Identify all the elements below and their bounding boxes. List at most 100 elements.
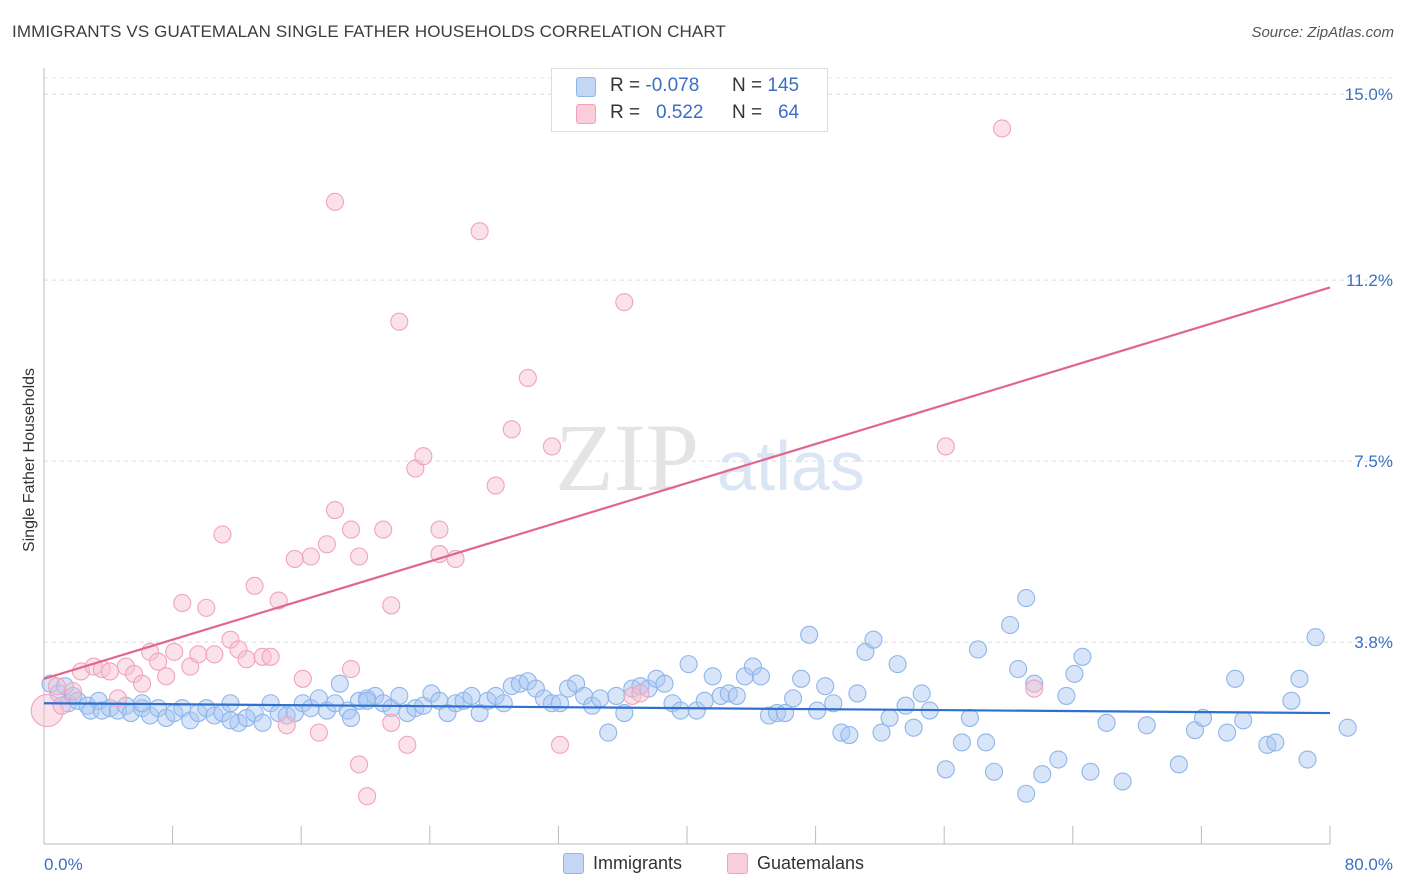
guatemalans-point [350, 755, 369, 774]
legend-n-value: 64 [777, 102, 800, 123]
immigrants-point [462, 686, 481, 705]
immigrants-point [1234, 711, 1253, 730]
chart-title: IMMIGRANTS VS GUATEMALAN SINGLE FATHER H… [12, 22, 726, 41]
legend-r-label: R = [610, 102, 641, 123]
immigrants-point [727, 686, 746, 705]
immigrants-point [671, 701, 690, 720]
legend-r-value: 0.522 [655, 102, 704, 123]
guatemalans-point [261, 647, 280, 666]
immigrants-point [221, 711, 240, 730]
immigrants-point [751, 667, 770, 686]
guatemalans-point [269, 591, 288, 610]
y-tick-label: 7.5% [1354, 452, 1393, 471]
immigrants-point [330, 674, 349, 693]
immigrants-point [221, 694, 240, 713]
guatemalans-point [430, 520, 449, 539]
guatemalans-point [197, 598, 216, 617]
immigrants-point [1073, 647, 1092, 666]
immigrants-point [1081, 762, 1100, 781]
grid-lines [44, 77, 1395, 643]
legend-n-label: N = [732, 75, 763, 96]
immigrants-point [1266, 733, 1285, 752]
immigrants-point [1017, 589, 1036, 608]
tick-labels: 3.8% 7.5% 11.2% 15.0% 0.0% 80.0% [44, 85, 1393, 874]
immigrants-point [1001, 615, 1020, 635]
guatemalans-point [470, 222, 489, 241]
guatemalans-point [414, 447, 433, 466]
trend-lines [43, 286, 1331, 715]
immigrants-point [1049, 750, 1068, 769]
immigrants-point [792, 669, 811, 688]
immigrants-point [880, 708, 899, 727]
immigrants-point [1057, 686, 1076, 705]
guatemalans-point [502, 420, 521, 439]
y-tick-label: 11.2% [1346, 271, 1393, 290]
guatemalans-point [325, 500, 345, 520]
immigrants-point [984, 762, 1004, 781]
legend-swatch-immigrants [576, 77, 596, 97]
immigrants-point [1226, 669, 1245, 688]
immigrants-point [695, 691, 714, 710]
guatemalans-point [245, 576, 264, 595]
guatemalans-point [47, 677, 66, 696]
immigrants-point [390, 686, 409, 705]
immigrants-point [1025, 674, 1044, 693]
immigrants-point [78, 696, 97, 715]
immigrants-point [824, 694, 843, 713]
legend-swatch-guatemalans [576, 104, 596, 124]
guatemalans-point [277, 716, 296, 735]
watermark-atlas: atlas [717, 427, 865, 505]
guatemalans-point [165, 642, 184, 661]
immigrants-point [253, 713, 272, 732]
guatemalans-point [205, 645, 224, 664]
axes [43, 68, 1331, 845]
guatemalans-point [341, 520, 361, 539]
guatemalans-point [301, 547, 320, 566]
immigrants-point [1097, 713, 1116, 732]
guatemalans-points [30, 119, 1044, 806]
immigrants-point [808, 701, 827, 720]
immigrants-point [1282, 691, 1301, 710]
guatemalans-point [63, 681, 82, 701]
immigrants-point [1137, 716, 1156, 735]
guatemalans-point [631, 684, 650, 703]
immigrants-point [679, 655, 698, 674]
legend-r-value: -0.078 [645, 75, 700, 96]
immigrants-point [703, 667, 722, 686]
legend-n-value: 145 [767, 75, 800, 96]
immigrants-point [864, 630, 883, 649]
guatemalans-point [1025, 679, 1044, 698]
legend-n-label: N = [732, 102, 763, 123]
immigrants-point [1017, 784, 1036, 803]
immigrants-point [904, 718, 923, 737]
immigrants-point [1169, 755, 1188, 774]
guatemalans-point [293, 669, 312, 688]
immigrants-trend-line [43, 702, 1331, 715]
guatemalans-point [213, 525, 232, 544]
guatemalans-point [382, 713, 401, 732]
guatemalans-point [189, 645, 208, 664]
immigrants-point [912, 684, 931, 703]
guatemalans-point [285, 549, 304, 569]
immigrants-point [896, 696, 915, 715]
guatemalans-point [550, 735, 570, 754]
guatemalans-point [309, 723, 328, 742]
immigrants-point [1113, 772, 1132, 791]
guatemalans-point [398, 735, 417, 754]
guatemalans-point [133, 674, 152, 693]
guatemalans-point [341, 659, 361, 679]
immigrants-point [960, 708, 979, 727]
immigrants-point [888, 655, 907, 674]
legend-r-label: R = [610, 75, 641, 96]
guatemalans-point [358, 787, 377, 806]
source-label: Source: ZipAtlas.com [1251, 24, 1394, 41]
immigrants-point [1033, 765, 1052, 784]
immigrants-points [41, 589, 1357, 803]
immigrants-point [976, 733, 996, 752]
immigrants-point [784, 689, 803, 708]
guatemalans-point [100, 662, 119, 681]
guatemalans-point [108, 689, 127, 708]
immigrants-point [599, 723, 618, 742]
immigrants-point [816, 677, 835, 696]
